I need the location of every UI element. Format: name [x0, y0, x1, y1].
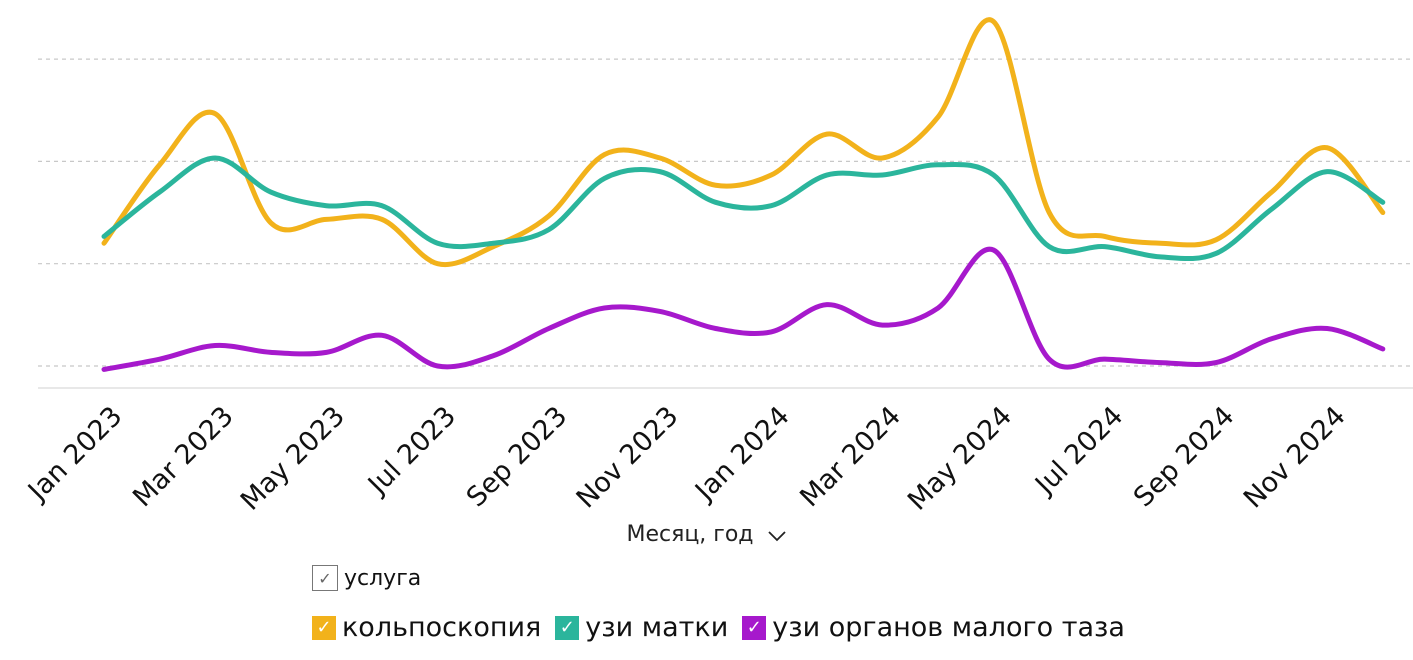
x-tick-label: Nov 2024 [1238, 401, 1352, 515]
x-tick-label: Jan 2024 [688, 401, 795, 508]
x-tick-label: Jul 2023 [361, 401, 462, 502]
x-tick-label: Jul 2024 [1028, 401, 1129, 502]
legend-item-kolposkopiya[interactable]: ✓ кольпоскопия [312, 612, 541, 643]
legend-label: узи матки [585, 612, 729, 643]
gridlines [38, 58, 1413, 367]
x-axis-title-text: Месяц, год [626, 522, 754, 547]
x-tick-label: Sep 2023 [461, 401, 574, 514]
series-line-uzi-matki[interactable] [101, 155, 1386, 262]
legend-item-uzi-organov[interactable]: ✓ узи органов малого таза [742, 612, 1125, 643]
legend-item-uzi-matki[interactable]: ✓ узи матки [555, 612, 728, 643]
x-tick-label: Mar 2024 [794, 401, 907, 514]
legend-checkbox-uzi-matki[interactable]: ✓ [555, 615, 580, 640]
legend: ✓ кольпоскопия ✓ узи матки ✓ узи органов… [312, 612, 1139, 643]
series-line-uzi-organov[interactable] [101, 246, 1386, 372]
x-tick-label: Nov 2023 [571, 401, 685, 515]
legend-label: узи органов малого таза [772, 612, 1125, 643]
legend-select-all-checkbox[interactable]: ✓ [312, 565, 338, 591]
series-lines [101, 17, 1386, 372]
legend-title[interactable]: ✓ услуга [312, 565, 421, 591]
chevron-down-icon [767, 523, 787, 548]
x-tick-label: Sep 2024 [1128, 401, 1241, 514]
series-line-kolposkopiya[interactable] [101, 17, 1386, 268]
x-tick-label: Mar 2023 [127, 401, 240, 514]
x-axis-title[interactable]: Месяц, год [0, 522, 1413, 548]
legend-title-text: услуга [344, 565, 422, 591]
x-tick-label: Jan 2023 [21, 401, 128, 508]
legend-label: кольпоскопия [342, 612, 542, 643]
legend-checkbox-kolposkopiya[interactable]: ✓ [312, 615, 336, 640]
x-tick-label: May 2023 [235, 401, 351, 517]
x-tick-label: May 2024 [902, 401, 1018, 517]
legend-checkbox-uzi-organov[interactable]: ✓ [742, 615, 767, 640]
